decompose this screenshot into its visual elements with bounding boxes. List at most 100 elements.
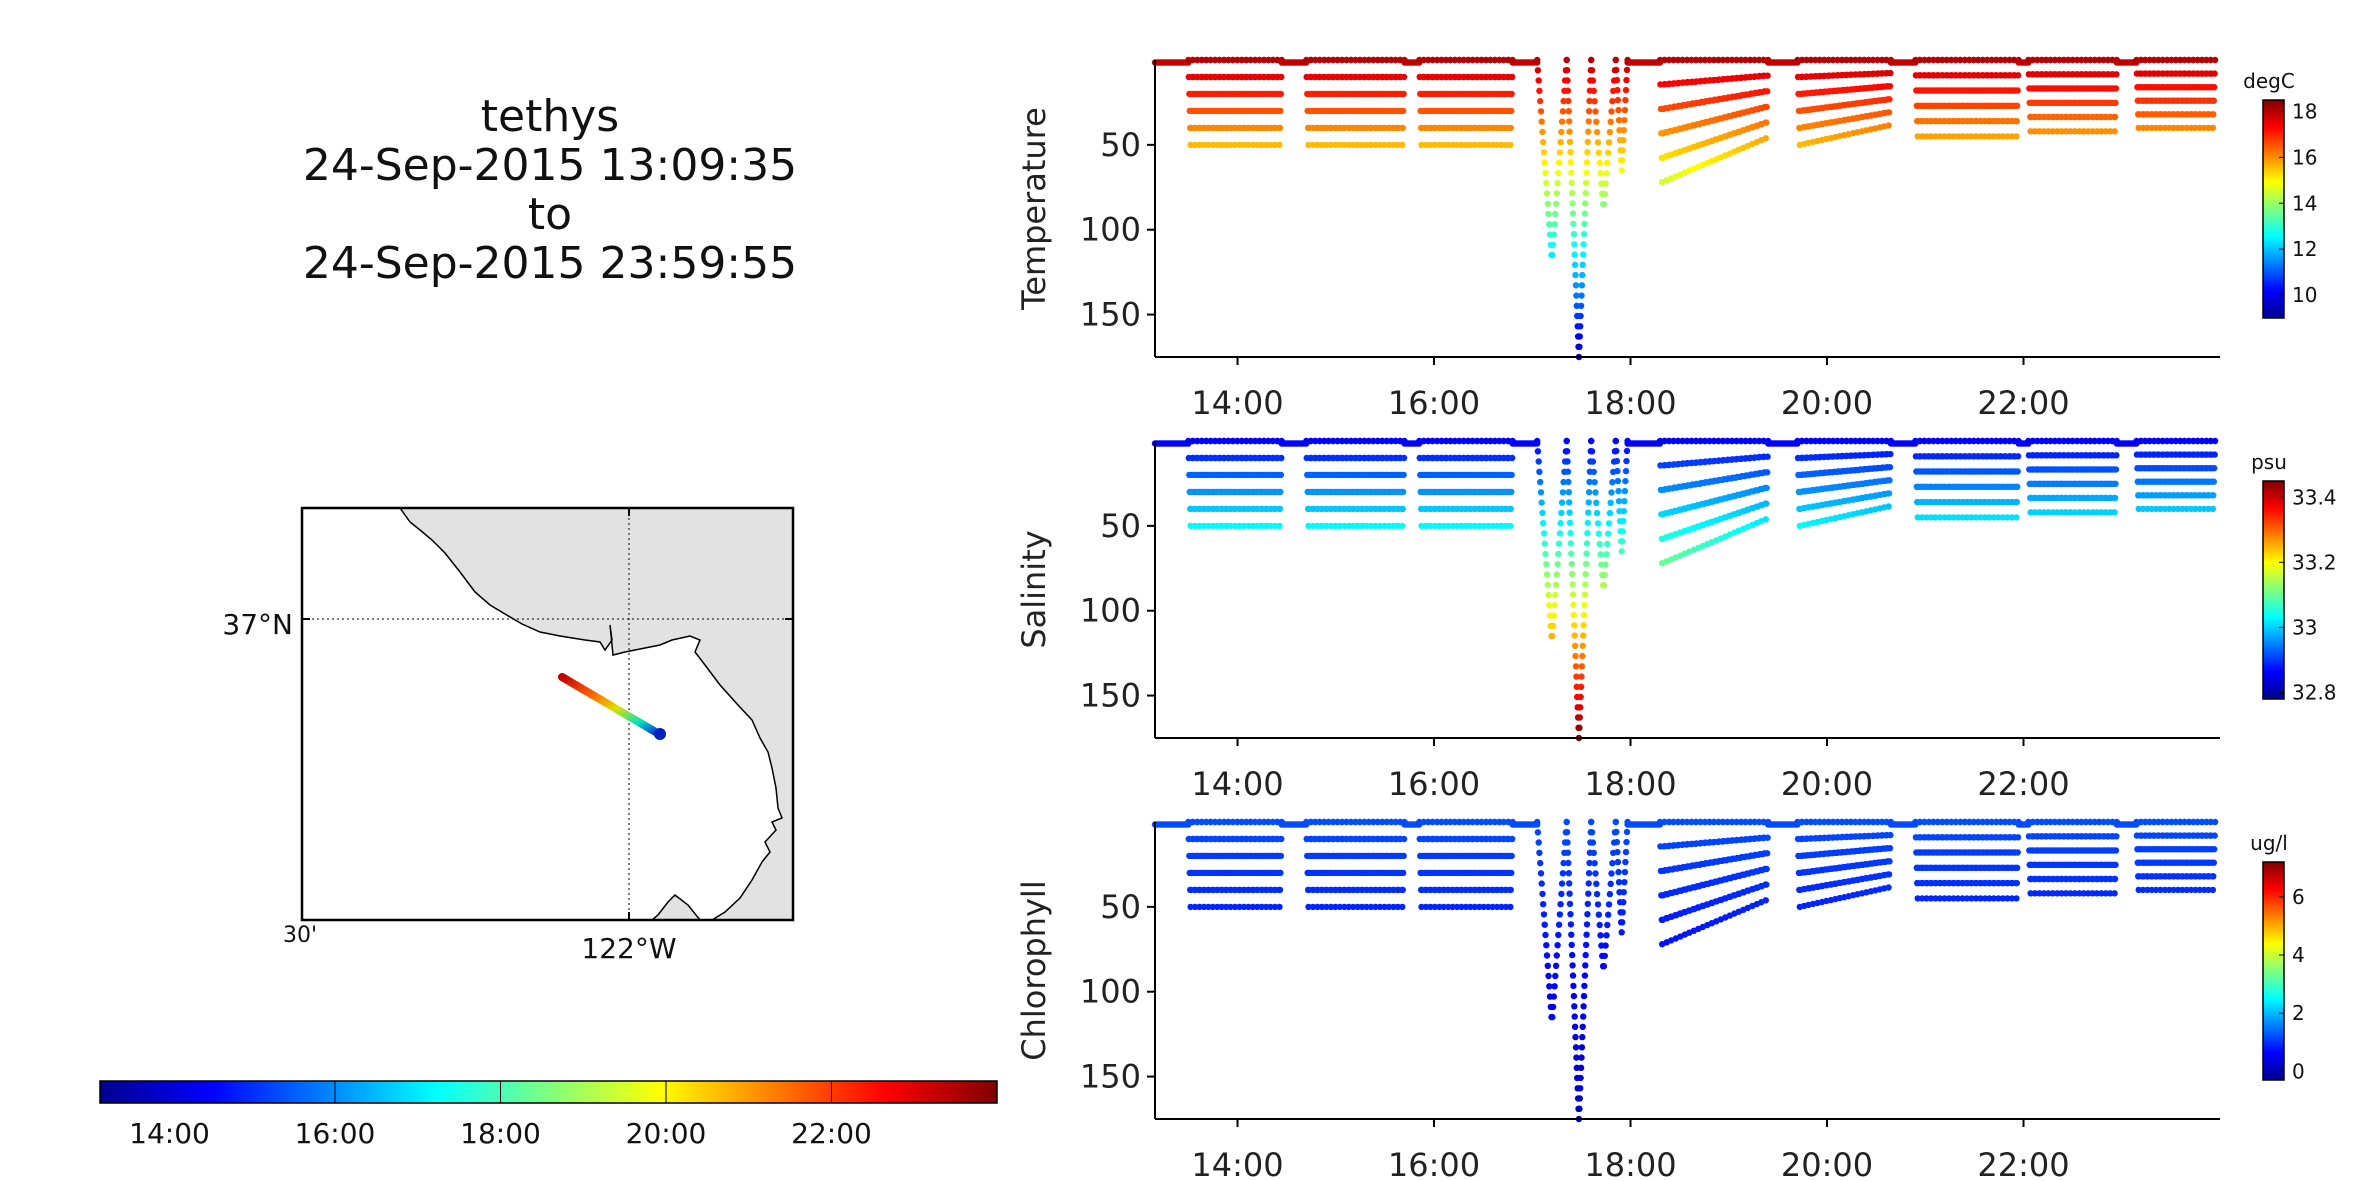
data-point (1834, 437, 1841, 445)
data-point (1885, 503, 1892, 510)
time-colorbar-tick-label: 18:00 (460, 1117, 541, 1150)
data-point (1247, 437, 1254, 445)
data-point (1453, 522, 1461, 530)
data-point (1493, 141, 1501, 149)
data-point (1812, 437, 1819, 445)
data-point (1615, 117, 1623, 124)
colorbar-tick-label: 18 (2292, 99, 2317, 123)
data-point (2111, 494, 2119, 502)
data-point (1245, 522, 1252, 530)
data-point (1580, 241, 1587, 248)
data-point (1354, 141, 1361, 149)
time-colorbar: 14:00 16:00 18:00 20:00 22:00 (99, 1080, 998, 1150)
data-point (1874, 437, 1881, 445)
data-point (1309, 141, 1317, 149)
data-point (1438, 56, 1445, 64)
data-point (1869, 437, 1877, 445)
data-point (1385, 522, 1393, 530)
data-point (1970, 56, 1977, 64)
data-point (2087, 437, 2094, 445)
data-point (1338, 56, 1346, 64)
data-point (1993, 437, 2000, 445)
data-point (1803, 56, 1810, 64)
colorbar-unit-label: psu (2251, 450, 2287, 474)
data-point (2194, 56, 2201, 64)
data-point (2013, 117, 2021, 125)
data-point (1622, 86, 1630, 94)
data-point (1269, 437, 1277, 445)
data-point (1567, 540, 1575, 547)
data-point (1469, 437, 1476, 445)
data-point (1388, 437, 1395, 445)
data-point (1400, 835, 1408, 843)
x-tick-label: 18:00 (1584, 765, 1676, 803)
data-point (1196, 903, 1203, 911)
data-point (1465, 56, 1472, 64)
data-point (1583, 159, 1591, 166)
data-point (1559, 108, 1567, 115)
data-point (2049, 128, 2056, 135)
data-point (1249, 522, 1257, 530)
time-colorbar-tick-label: 20:00 (626, 1117, 707, 1150)
data-point (1545, 591, 1552, 599)
data-point (1540, 520, 1547, 527)
data-point (1878, 56, 1886, 64)
data-point (1316, 437, 1323, 445)
data-point (1345, 522, 1352, 530)
data-point (1263, 141, 1270, 149)
data-point (1613, 76, 1621, 84)
data-point (1803, 437, 1810, 445)
data-point (1829, 56, 1837, 64)
x-tick-label: 16:00 (1388, 765, 1480, 803)
data-point (1577, 693, 1584, 701)
data-point (1543, 561, 1550, 568)
data-point (1912, 56, 1919, 64)
data-point (1885, 122, 1892, 129)
data-point (1508, 90, 1515, 98)
data-point (1590, 468, 1598, 476)
data-point (1606, 509, 1614, 517)
data-point (2210, 478, 2217, 485)
data-point (2112, 466, 2120, 473)
data-point (1207, 818, 1214, 826)
data-point (1746, 437, 1754, 445)
data-point (1613, 66, 1620, 74)
data-point (2196, 124, 2203, 132)
data-point (1546, 602, 1553, 609)
data-point (1509, 454, 1516, 462)
vehicle-name: tethys (480, 91, 620, 142)
data-point (1551, 602, 1558, 609)
data-point (2054, 509, 2061, 516)
data-point (1807, 56, 1815, 64)
time-colorbar-gradient (99, 1080, 998, 1104)
data-point (1556, 530, 1564, 537)
data-point (2042, 56, 2050, 64)
data-point (2210, 97, 2217, 104)
data-point (1482, 56, 1490, 64)
data-point (2152, 505, 2160, 513)
data-point (1400, 471, 1407, 479)
data-point (1594, 520, 1602, 527)
data-point (1568, 179, 1575, 187)
y-tick-label: 50 (1100, 126, 1141, 164)
colorbar-tick-label: 32.8 (2292, 680, 2337, 704)
data-point (1341, 141, 1348, 149)
data-point (2185, 56, 2193, 64)
data-point (1972, 514, 1980, 521)
data-point (1838, 437, 1846, 445)
data-point (1621, 106, 1629, 114)
data-point (2142, 437, 2149, 445)
data-point (2047, 56, 2054, 64)
data-point (1921, 56, 1928, 64)
data-point (1623, 457, 1630, 465)
data-point (2146, 437, 2153, 445)
data-point (1196, 522, 1203, 530)
colorbar (2262, 99, 2285, 319)
data-point (1621, 487, 1629, 495)
data-point (1431, 522, 1439, 530)
data-point (1620, 518, 1627, 525)
data-points (1151, 818, 2219, 1123)
data-point (2198, 56, 2206, 64)
data-point (1573, 292, 1580, 299)
data-point (1552, 581, 1560, 588)
